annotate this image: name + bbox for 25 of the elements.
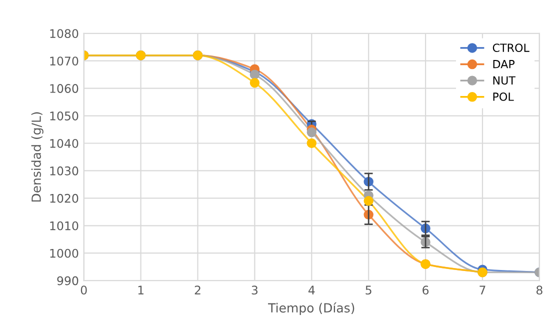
- legend-label: DAP: [493, 60, 515, 68]
- y-axis-title: Densidad (g/L): [31, 112, 44, 202]
- x-tick-label: 2: [194, 286, 200, 294]
- x-tick-label: 6: [422, 286, 429, 295]
- legend-label: POL: [493, 92, 514, 101]
- y-tick-label: 1040: [50, 138, 78, 148]
- legend-label: NUT: [493, 76, 516, 85]
- x-tick-label: 3: [252, 286, 258, 295]
- y-tick-label: 1050: [50, 112, 78, 120]
- y-tick-label: 1000: [50, 248, 78, 258]
- y-tick-label: 1070: [50, 56, 78, 66]
- x-tick-label: 0: [80, 286, 87, 295]
- x-tick-label: 4: [308, 286, 315, 294]
- x-tick-label: 5: [366, 286, 372, 295]
- y-tick-label: 1030: [50, 166, 78, 176]
- y-tick-label: 1080: [50, 29, 78, 38]
- y-tick-label: 1060: [50, 84, 78, 93]
- x-tick-label: 1: [138, 286, 144, 294]
- y-tick-label: 990: [57, 276, 78, 286]
- y-tick-label: 1010: [50, 221, 78, 230]
- x-axis-title: Tiempo (Días): [268, 302, 354, 315]
- x-tick-label: 7: [480, 286, 486, 294]
- x-tick-label: 8: [536, 286, 542, 295]
- y-tick-label: 1020: [50, 194, 78, 203]
- legend-label: CTROL: [492, 44, 530, 52]
